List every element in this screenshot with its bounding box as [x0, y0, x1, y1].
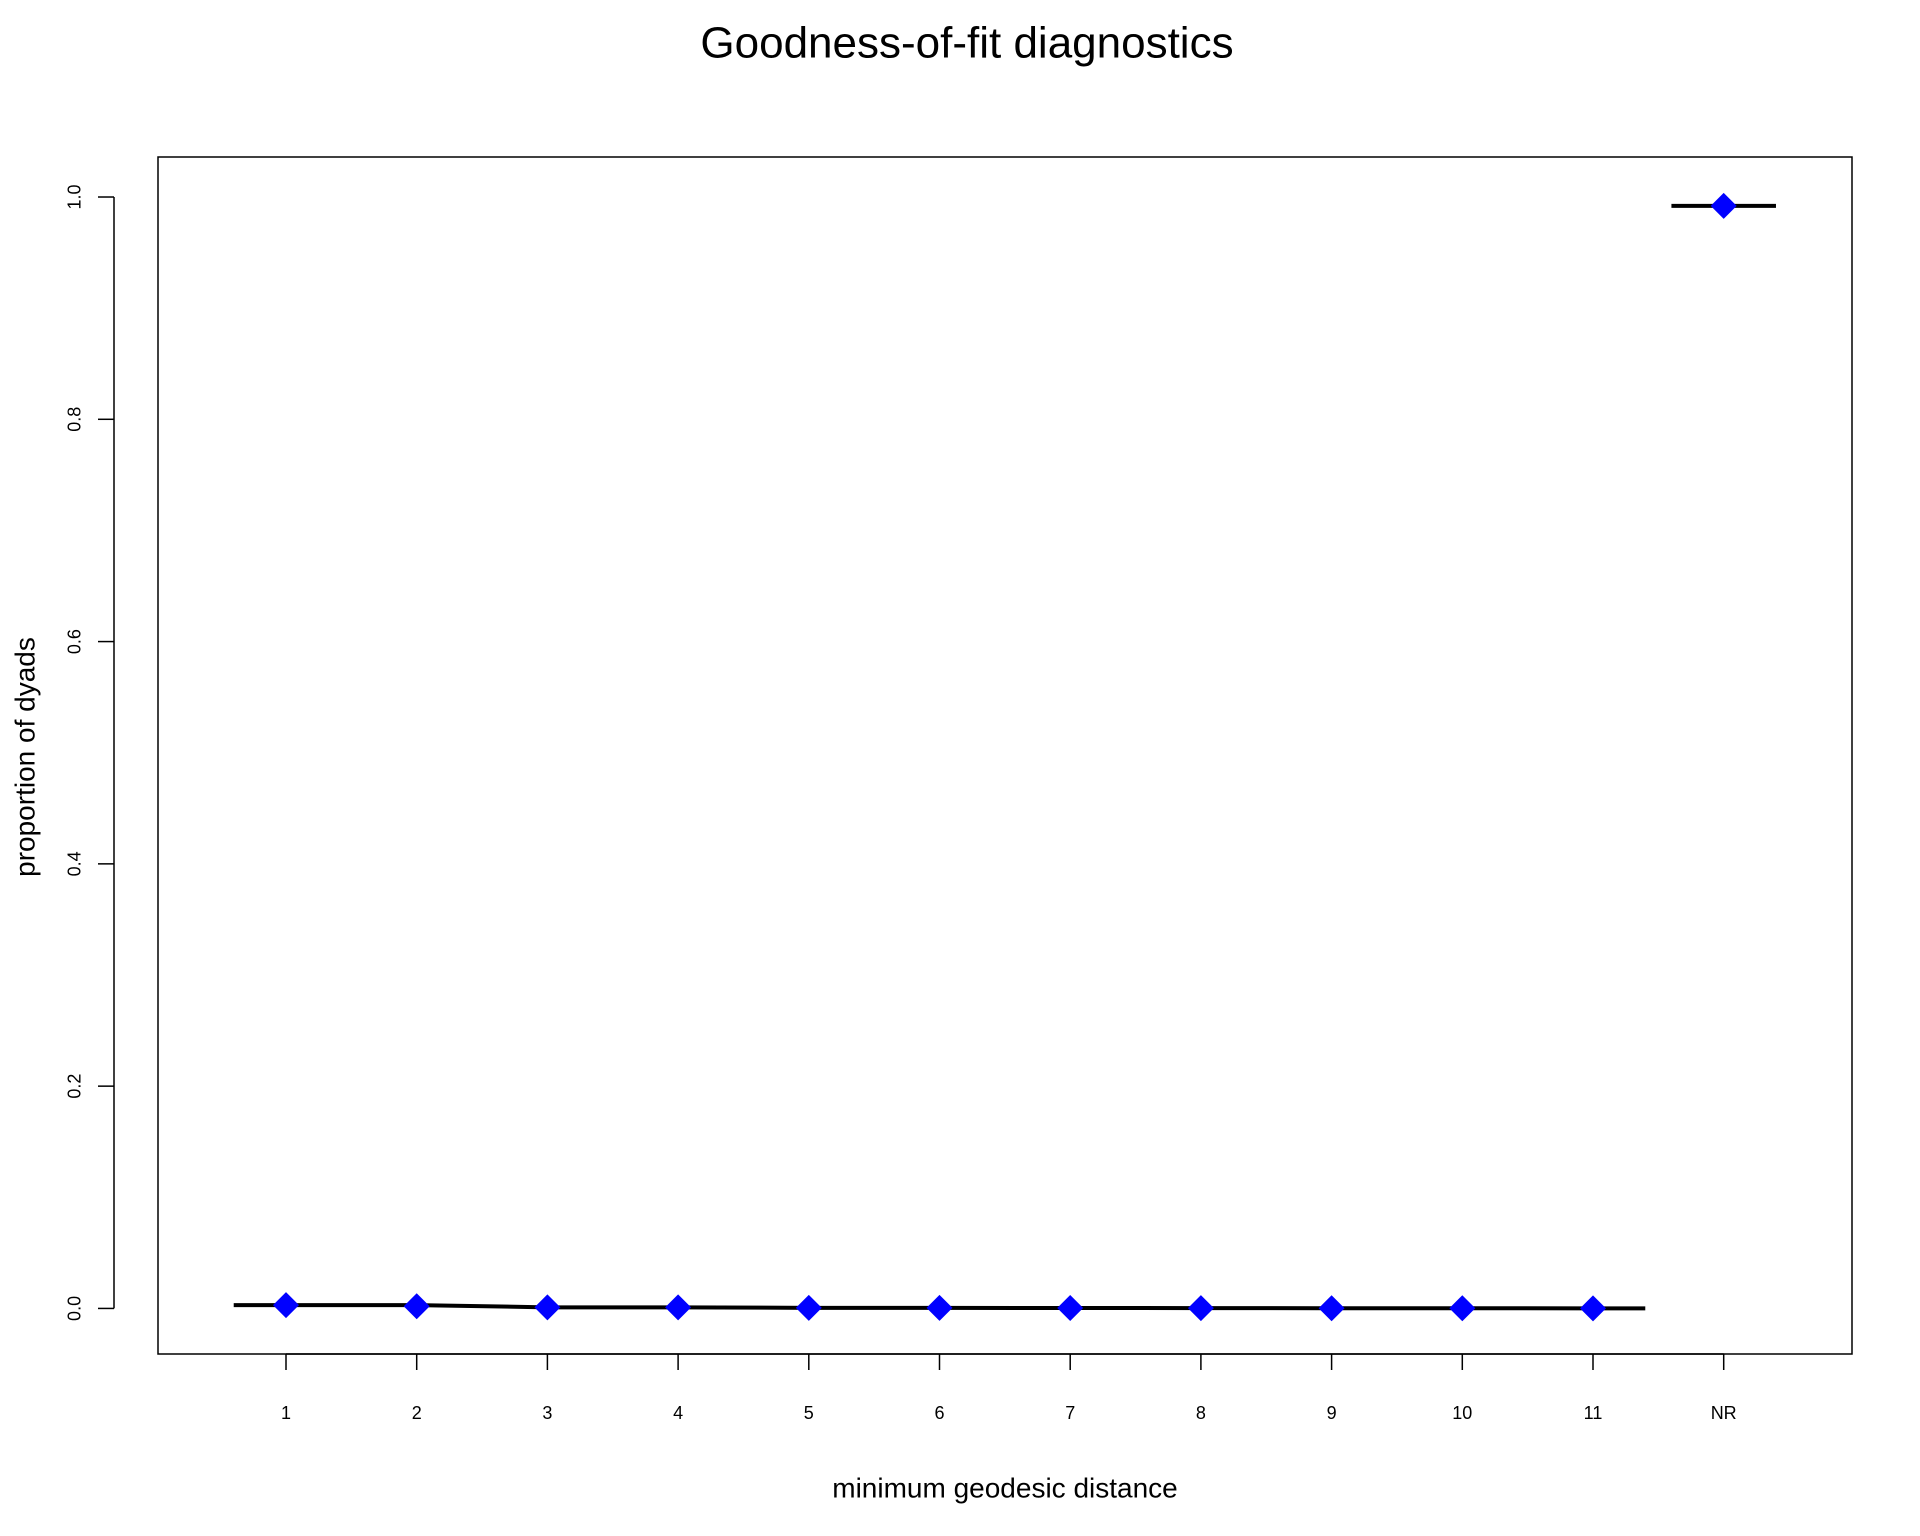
y-tick-label: 0.6 — [65, 629, 85, 654]
x-tick-label: 4 — [673, 1403, 683, 1423]
data-point — [1057, 1294, 1084, 1321]
data-point — [273, 1292, 299, 1319]
y-tick-label: 0.4 — [65, 851, 85, 876]
x-tick-label: 11 — [1584, 1403, 1603, 1423]
data-point — [926, 1294, 953, 1321]
x-tick-label: 10 — [1452, 1403, 1472, 1423]
data-point — [534, 1294, 561, 1321]
x-tick-label: 9 — [1327, 1403, 1337, 1423]
data-point — [665, 1294, 692, 1321]
chart-title: Goodness-of-fit diagnostics — [700, 19, 1233, 68]
x-tick-label: 2 — [412, 1403, 422, 1423]
data-point — [403, 1293, 430, 1320]
y-tick-label: 0.0 — [65, 1296, 85, 1321]
y-tick-label: 0.2 — [65, 1074, 85, 1099]
plot-frame — [157, 156, 1853, 1355]
data-point — [1580, 1295, 1606, 1322]
x-tick-label: 1 — [281, 1403, 291, 1423]
data-point — [1449, 1295, 1476, 1322]
x-tick-label: NR — [1711, 1403, 1737, 1423]
x-tick-label: 8 — [1196, 1403, 1206, 1423]
y-tick-label: 0.8 — [65, 407, 85, 432]
x-tick-label: 5 — [804, 1403, 814, 1423]
x-tick-label: 7 — [1065, 1403, 1075, 1423]
x-axis-label: minimum geodesic distance — [832, 1472, 1178, 1503]
y-axis-label: proportion of dyads — [9, 637, 40, 877]
x-tick-label: 3 — [542, 1403, 552, 1423]
y-tick-label: 1.0 — [65, 184, 85, 209]
data-point — [1318, 1295, 1345, 1322]
data-point — [795, 1294, 822, 1321]
x-tick-label: 6 — [934, 1403, 944, 1423]
data-point — [1710, 192, 1737, 219]
data-point — [1187, 1295, 1214, 1322]
